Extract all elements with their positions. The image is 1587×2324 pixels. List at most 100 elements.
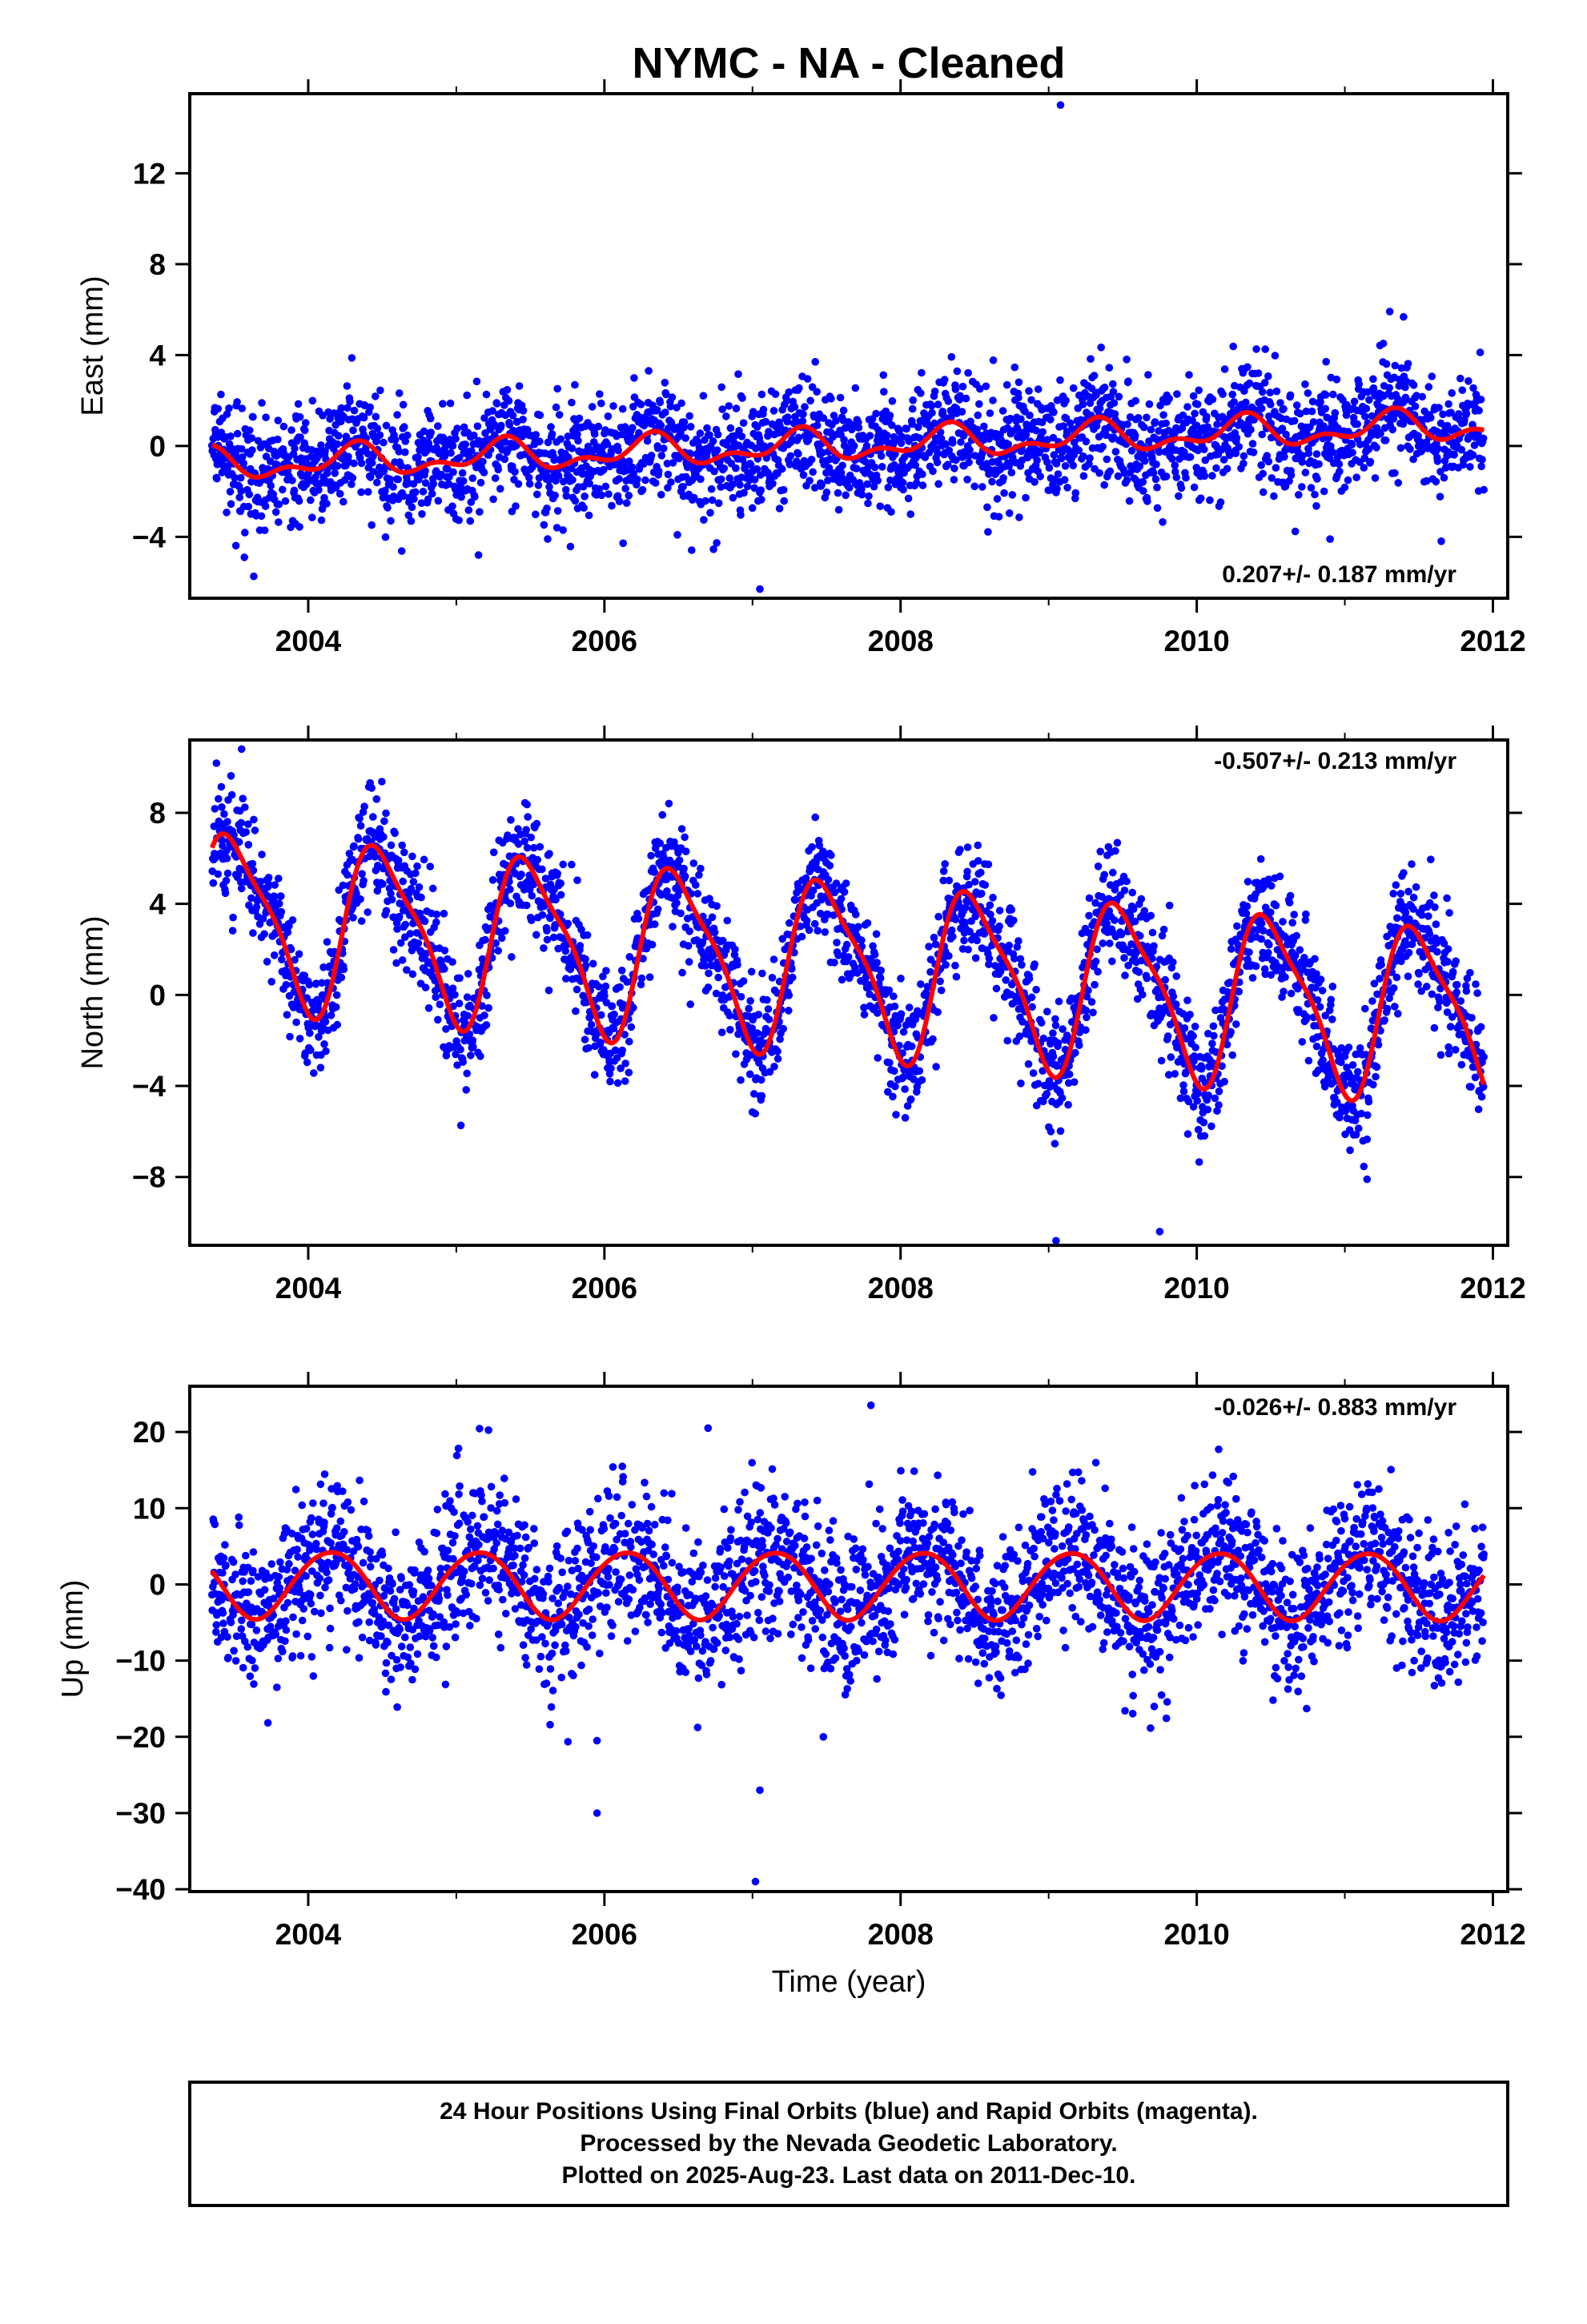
data-point bbox=[283, 1011, 291, 1019]
data-point bbox=[1191, 1023, 1199, 1031]
data-point bbox=[1139, 478, 1147, 486]
data-point bbox=[420, 427, 428, 436]
data-point bbox=[394, 475, 403, 484]
data-point bbox=[686, 1000, 694, 1008]
data-point bbox=[479, 457, 487, 466]
data-point bbox=[490, 420, 498, 428]
data-point bbox=[698, 938, 707, 947]
data-point bbox=[661, 379, 669, 387]
data-point bbox=[1007, 468, 1016, 476]
data-point bbox=[1018, 961, 1026, 969]
data-point bbox=[339, 881, 348, 890]
data-point bbox=[339, 497, 348, 506]
data-point bbox=[357, 488, 365, 497]
data-point bbox=[389, 946, 398, 954]
data-point bbox=[523, 800, 531, 809]
data-point bbox=[973, 936, 981, 945]
data-point bbox=[249, 929, 257, 937]
data-point bbox=[933, 458, 942, 467]
data-point bbox=[1258, 430, 1266, 439]
data-point bbox=[732, 404, 741, 412]
data-point bbox=[581, 1035, 589, 1043]
data-point bbox=[344, 404, 352, 412]
data-point bbox=[1005, 509, 1014, 517]
data-point bbox=[1058, 1094, 1067, 1102]
data-point bbox=[544, 986, 553, 995]
data-point bbox=[842, 879, 850, 887]
data-point bbox=[809, 887, 818, 895]
data-point bbox=[481, 935, 489, 944]
data-point bbox=[1029, 1069, 1038, 1077]
data-point bbox=[757, 1092, 766, 1100]
y-tick-label: 8 bbox=[149, 248, 166, 281]
data-point bbox=[332, 991, 341, 999]
data-point bbox=[1276, 399, 1284, 407]
data-point bbox=[637, 980, 645, 989]
data-point bbox=[832, 416, 840, 425]
data-point bbox=[750, 476, 759, 484]
data-point bbox=[218, 836, 227, 844]
data-point bbox=[918, 368, 926, 377]
data-point bbox=[656, 839, 665, 847]
data-point bbox=[1389, 415, 1397, 423]
data-point bbox=[388, 895, 396, 904]
data-point bbox=[710, 467, 718, 476]
data-point bbox=[667, 478, 675, 486]
data-point bbox=[407, 517, 416, 525]
data-point bbox=[963, 843, 972, 851]
data-point bbox=[1183, 996, 1191, 1004]
data-point bbox=[717, 483, 725, 491]
data-point bbox=[344, 870, 352, 879]
data-point bbox=[739, 977, 748, 985]
data-point bbox=[488, 876, 497, 884]
data-point bbox=[288, 916, 297, 924]
data-point bbox=[287, 426, 295, 434]
data-point bbox=[614, 446, 622, 455]
data-point bbox=[606, 1077, 614, 1086]
data-point bbox=[911, 1015, 920, 1023]
data-point bbox=[409, 878, 418, 886]
data-point bbox=[1225, 451, 1234, 460]
data-point bbox=[398, 841, 407, 850]
data-point bbox=[878, 463, 886, 471]
data-point bbox=[802, 916, 811, 925]
data-point bbox=[463, 391, 471, 400]
data-point bbox=[581, 493, 589, 501]
data-point bbox=[1033, 456, 1041, 464]
data-point bbox=[1478, 456, 1486, 464]
data-point bbox=[1264, 457, 1273, 466]
data-point bbox=[448, 958, 456, 966]
data-point bbox=[1232, 433, 1241, 442]
data-point bbox=[500, 455, 509, 464]
data-point bbox=[1272, 464, 1280, 472]
data-point bbox=[223, 854, 231, 862]
data-point bbox=[641, 476, 649, 485]
data-point bbox=[1056, 1127, 1065, 1136]
data-point bbox=[675, 856, 684, 864]
data-point bbox=[1301, 468, 1310, 476]
data-point bbox=[1320, 487, 1328, 496]
data-point bbox=[356, 895, 364, 903]
data-point bbox=[466, 517, 475, 525]
data-point bbox=[250, 815, 258, 824]
data-point bbox=[1186, 1011, 1194, 1019]
data-point bbox=[978, 890, 986, 898]
data-point bbox=[858, 485, 866, 493]
data-point bbox=[844, 953, 853, 961]
data-point bbox=[1010, 363, 1019, 372]
data-point bbox=[1014, 393, 1023, 402]
data-point bbox=[1051, 1015, 1059, 1023]
data-point bbox=[532, 931, 540, 939]
data-point bbox=[239, 459, 248, 468]
data-point bbox=[404, 511, 413, 520]
data-point bbox=[395, 389, 404, 397]
data-point bbox=[412, 488, 420, 497]
data-point bbox=[572, 1007, 580, 1015]
data-point bbox=[657, 452, 666, 460]
data-point bbox=[583, 931, 592, 939]
data-point bbox=[1135, 462, 1144, 471]
data-point bbox=[931, 940, 940, 948]
data-point bbox=[1462, 409, 1471, 418]
east-points bbox=[207, 101, 1488, 593]
data-point bbox=[615, 497, 624, 505]
